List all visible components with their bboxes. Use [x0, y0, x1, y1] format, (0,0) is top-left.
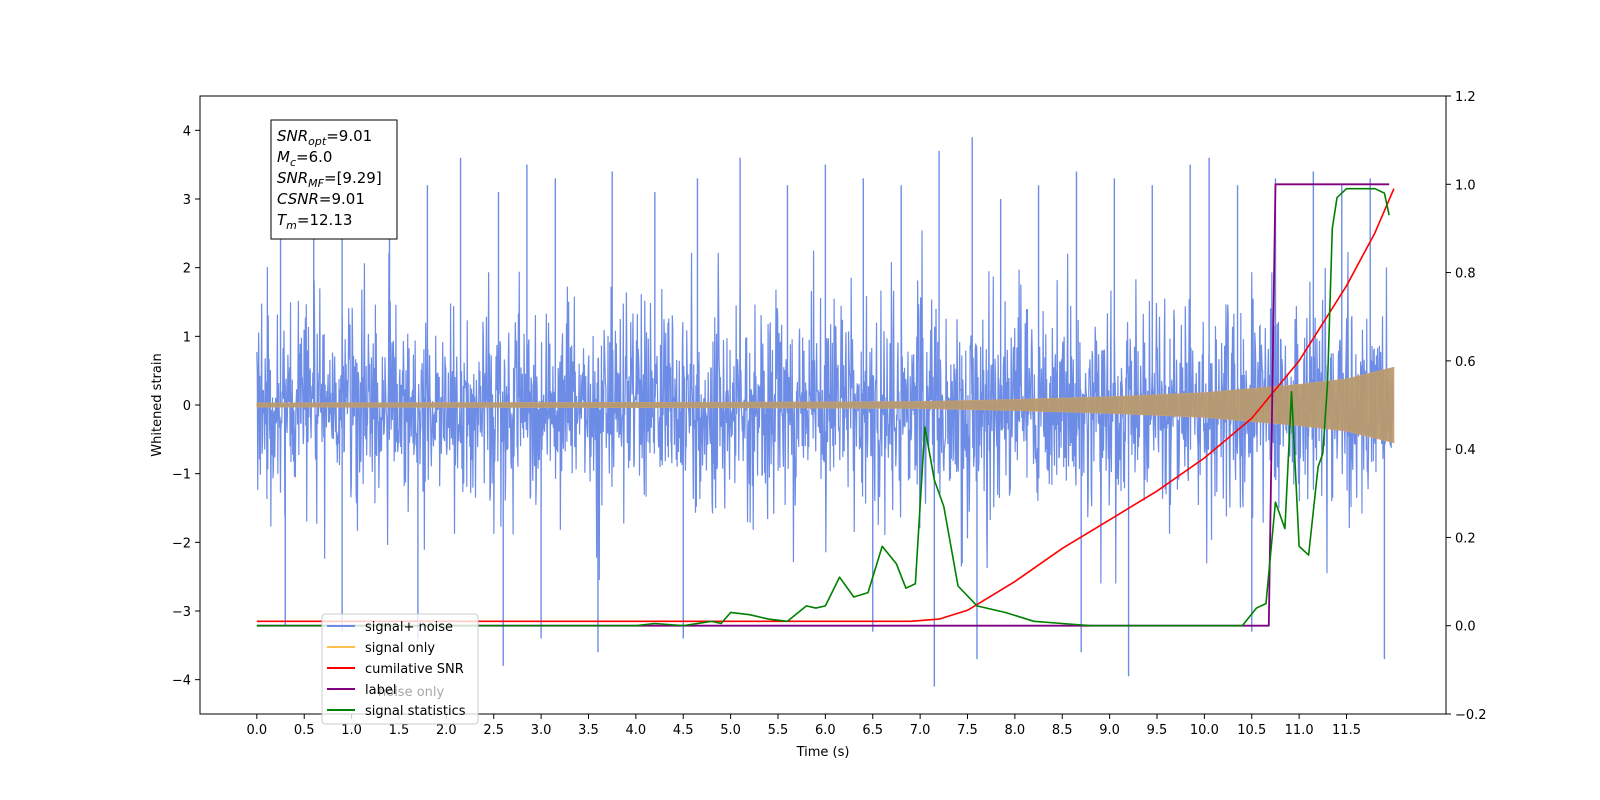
annotation-line: SNRMF=[9.29]	[277, 169, 382, 190]
x-tick-label: 1.5	[389, 723, 410, 738]
legend-frame	[321, 613, 479, 725]
legend-entry-label: signal statistics	[365, 704, 466, 719]
x-tick-label: 9.0	[1099, 723, 1120, 738]
x-tick-label: 2.0	[436, 723, 457, 738]
x-tick-label: 2.5	[483, 723, 504, 738]
legend-hidden-entry: noise only	[378, 685, 445, 700]
annotation-line: Tm=12.13	[277, 211, 352, 232]
y2-tick-label: 0.0	[1455, 620, 1476, 635]
y2-tick-label: −0.2	[1455, 708, 1487, 723]
y-axis-label: Whitened strain	[150, 353, 165, 456]
y-axis-left: −4 −3 −2 −1 0 1 2 3 4	[172, 124, 200, 689]
x-tick-label: 4.0	[626, 723, 647, 738]
x-tick-label: 6.0	[815, 723, 836, 738]
x-tick-label: 3.5	[578, 723, 599, 738]
y-tick-label: −4	[172, 674, 191, 689]
x-tick-label: 5.5	[768, 723, 789, 738]
annotation-line: CSNR=9.01	[277, 190, 365, 208]
y-tick-label: −1	[172, 468, 191, 483]
x-tick-label: 4.5	[673, 723, 694, 738]
y2-tick-label: 0.8	[1455, 267, 1476, 282]
x-tick-label: 0.0	[247, 723, 268, 738]
annotation-frame	[270, 119, 398, 240]
x-axis-label: Time (s)	[796, 745, 850, 760]
x-tick-label: 7.0	[910, 723, 931, 738]
annotation-line: Mc=6.0	[277, 148, 332, 169]
x-tick-label: 8.0	[1005, 723, 1026, 738]
series-label	[256, 183, 1390, 627]
y-tick-label: 4	[183, 124, 191, 139]
y-tick-label: 3	[183, 193, 191, 208]
x-tick-label: 5.0	[720, 723, 741, 738]
series-signal-noise-spikes	[279, 137, 1386, 687]
legend-entry-label: cumilative SNR	[365, 662, 464, 677]
legend-entry-label: label	[365, 683, 396, 698]
x-axis: 0.0 0.5 1.0 1.5 2.0 2.5 3.0 3.5 4.0 4.5 5.0 5.5 6.0 6…	[247, 714, 1361, 738]
x-tick-label: 0.5	[294, 723, 315, 738]
x-tick-label: 8.5	[1052, 723, 1073, 738]
y-tick-label: 1	[183, 330, 191, 345]
annotation-line: SNRopt=9.01	[277, 127, 372, 148]
x-tick-label: 10.0	[1190, 723, 1219, 738]
legend-entry-label: signal only	[365, 641, 435, 656]
plot-area	[256, 137, 1395, 687]
x-tick-label: 11.0	[1285, 723, 1314, 738]
x-tick-label: 11.5	[1332, 723, 1361, 738]
x-tick-label: 10.5	[1237, 723, 1266, 738]
series-signal-statistics	[256, 187, 1390, 627]
y-axis-right: −0.2 0.0 0.2 0.4 0.6 0.8 1.0 1.2	[1446, 90, 1487, 723]
y2-tick-label: 0.6	[1455, 355, 1476, 370]
x-tick-label: 7.5	[957, 723, 978, 738]
x-tick-label: 1.0	[341, 723, 362, 738]
x-tick-label: 6.5	[862, 723, 883, 738]
series-signal-noise-line	[256, 230, 1395, 584]
series-cumilative-snr	[256, 188, 1395, 623]
x-tick-label: 9.5	[1147, 723, 1168, 738]
y-tick-label: 0	[183, 399, 191, 414]
y-tick-label: −3	[172, 605, 191, 620]
y-tick-label: 2	[183, 262, 191, 277]
y2-tick-label: 0.4	[1455, 443, 1476, 458]
y2-tick-label: 1.0	[1455, 178, 1476, 193]
y2-tick-label: 0.2	[1455, 531, 1476, 546]
y-tick-label: −2	[172, 536, 191, 551]
series-signal-only	[256, 366, 1395, 444]
y2-tick-label: 1.2	[1455, 90, 1476, 105]
legend: noise only signal+ noise signal only cumila…	[321, 613, 479, 725]
x-tick-label: 3.0	[531, 723, 552, 738]
legend-entry-label: signal+ noise	[365, 620, 453, 635]
